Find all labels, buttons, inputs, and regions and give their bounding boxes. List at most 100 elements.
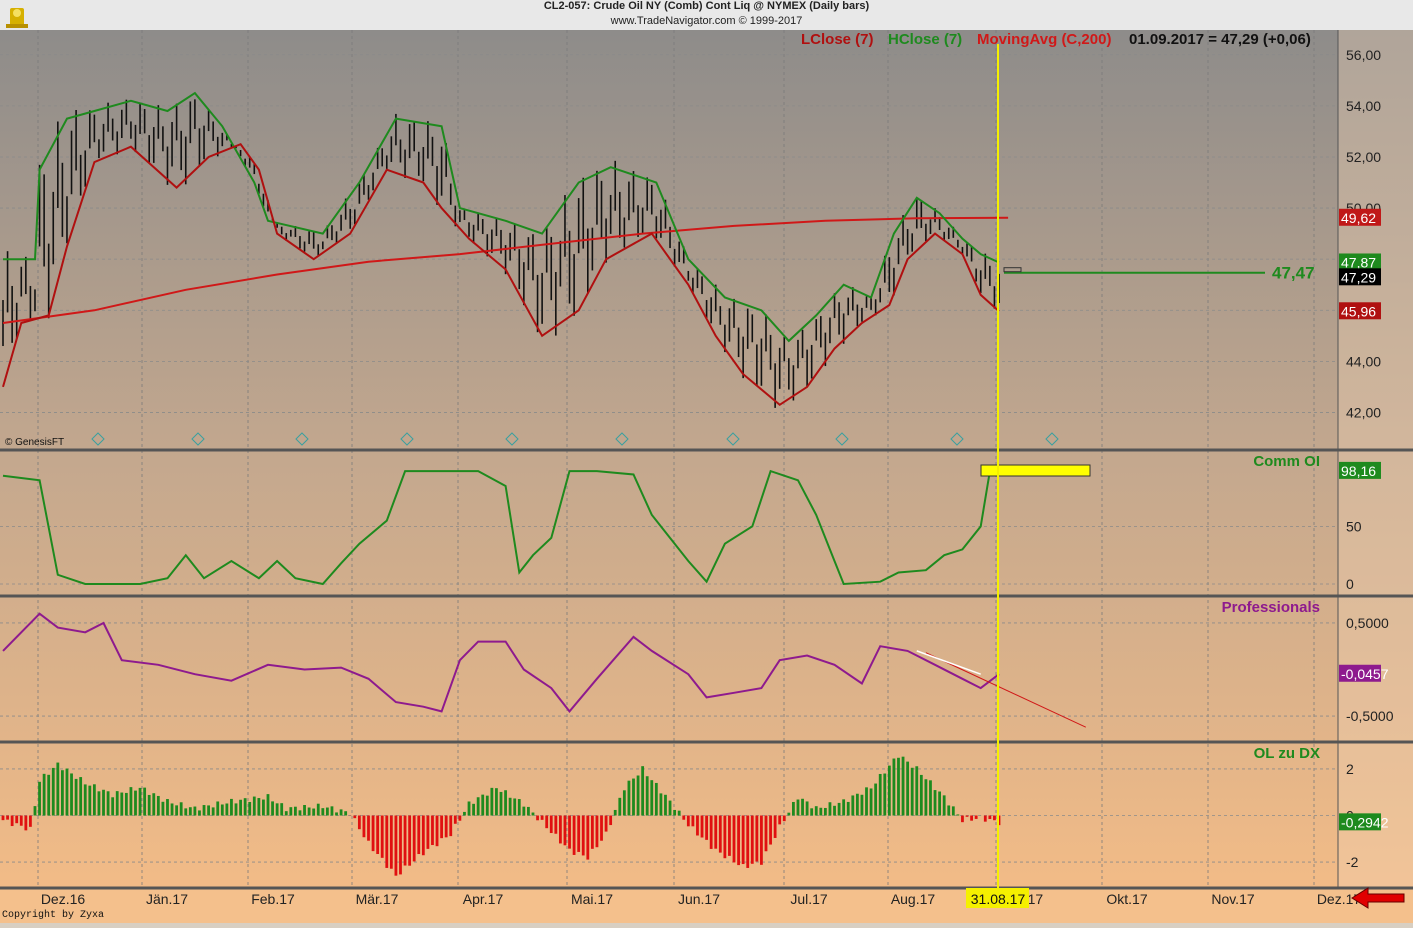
histogram-bar [947,805,950,815]
histogram-bar [669,801,672,816]
histogram-bar [774,816,777,838]
histogram-bar [801,799,804,816]
histogram-bar [641,766,644,815]
month-tick-label: Jän.17 [146,891,188,907]
histogram-bar [230,799,233,816]
histogram-bar [902,757,905,816]
histogram-bar [522,807,525,816]
y-tick-label: 42,00 [1346,404,1381,420]
histogram-bar [545,816,548,829]
histogram-bar [445,816,448,838]
histogram-bar [893,759,896,816]
histogram-bar [321,808,324,815]
histogram-bar [276,803,279,815]
y-tick-label: 52,00 [1346,149,1381,165]
histogram-bar [280,803,283,815]
value-tag-label: 98,16 [1341,463,1376,479]
pane-title: Comm OI [1253,453,1320,470]
histogram-bar [390,816,393,869]
histogram-bar [253,797,256,816]
histogram-bar [934,790,937,815]
genesis-watermark: © GenesisFT [5,437,64,448]
histogram-bar [239,800,242,816]
histogram-bar [842,799,845,815]
histogram-bar [655,783,658,816]
histogram-bar [381,816,384,858]
histogram-bar [98,791,101,815]
histogram-bar [171,803,174,815]
histogram-bar [116,791,119,815]
histogram-bar [376,816,379,854]
histogram-bar [340,809,343,815]
histogram-bar [792,802,795,816]
histogram-bar [207,805,210,815]
histogram-bar [993,816,996,821]
histogram-bar [15,816,18,824]
histogram-bar [486,796,489,816]
histogram-bar [856,794,859,816]
histogram-bar [851,795,854,815]
histogram-bar [509,798,512,816]
histogram-bar [468,801,471,815]
month-tick-label: Aug.17 [891,891,936,907]
histogram-bar [614,810,617,816]
value-tag-label: 45,96 [1341,303,1376,319]
histogram-bar [897,758,900,816]
histogram-bar [75,779,78,816]
histogram-bar [906,762,909,816]
histogram-bar [628,781,631,816]
histogram-bar [810,808,813,815]
histogram-bar [422,816,425,856]
histogram-bar [728,816,731,856]
histogram-bar [719,816,722,853]
month-tick-label: Apr.17 [463,891,504,907]
histogram-bar [870,788,873,815]
histogram-bar [413,816,416,862]
histogram-bar [824,808,827,816]
legend-hclose: HClose (7) [888,31,962,48]
histogram-bar [883,774,886,816]
histogram-bar [449,816,452,837]
histogram-bar [317,804,320,816]
histogram-bar [235,803,238,815]
histogram-bar [833,806,836,816]
histogram-bar [797,800,800,816]
histogram-bar [463,812,466,816]
value-tag-label: -0,2942 [1341,814,1389,830]
legend-lclose: LClose (7) [801,31,874,48]
histogram-bar [691,816,694,827]
histogram-bar [591,816,594,849]
histogram-bar [874,784,877,816]
histogram-bar [66,769,69,816]
histogram-bar [395,816,398,876]
histogram-bar [198,810,201,815]
histogram-bar [221,804,224,815]
histogram-bar [888,766,891,816]
histogram-bar [358,816,361,830]
histogram-bar [646,776,649,815]
histogram-bar [139,788,142,816]
histogram-bar [938,792,941,816]
value-tag-label: 47,87 [1341,254,1376,270]
histogram-bar [24,816,27,831]
histogram-bar [518,799,521,815]
histogram-bar [426,816,429,849]
histogram-bar [701,816,704,838]
histogram-bar [943,795,946,815]
histogram-bar [248,802,251,816]
histogram-bar [107,791,110,815]
histogram-bar [956,814,959,815]
histogram-bar [554,816,557,834]
histogram-bar [737,816,740,866]
histogram-bar [257,798,260,815]
histogram-bar [399,816,402,875]
histogram-bar [440,816,443,839]
histogram-bar [861,795,864,816]
histogram-bar [696,816,699,836]
histogram-bar [212,807,215,815]
histogram-bar [120,793,123,816]
histogram-bar [660,793,663,815]
histogram-bar [536,816,539,821]
